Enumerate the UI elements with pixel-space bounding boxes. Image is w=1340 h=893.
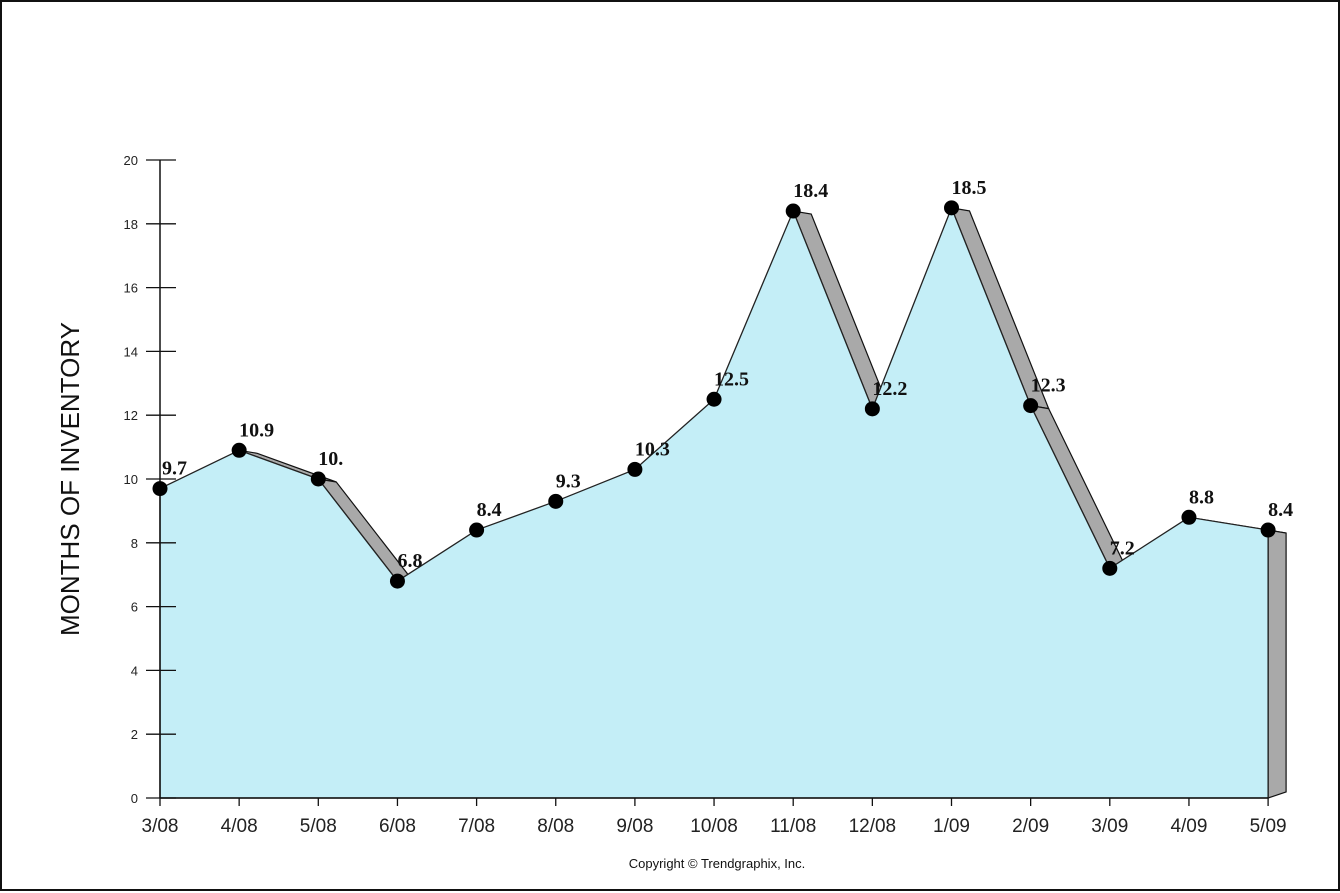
x-tick-label: 10/08 — [690, 816, 738, 837]
x-tick-labels: 3/08 4/08 5/08 6/08 7/08 8/08 9/08 10/08 11/08 12… — [142, 798, 1287, 837]
x-tick-label: 2/09 — [1012, 816, 1049, 837]
y-tick-label: 14 — [124, 344, 138, 359]
x-tick-label: 4/08 — [221, 816, 258, 837]
data-point — [469, 522, 485, 538]
x-tick-label: 9/08 — [616, 816, 653, 837]
copyright-text: Copyright © Trendgraphix, Inc. — [629, 856, 806, 871]
y-tick-label: 8 — [131, 536, 138, 551]
data-point — [785, 203, 801, 219]
x-tick-label: 6/08 — [379, 816, 416, 837]
data-point — [231, 442, 247, 458]
data-label: 12.2 — [872, 378, 907, 400]
x-tick-label: 4/09 — [1170, 816, 1207, 837]
x-tick-label: 3/08 — [142, 816, 179, 837]
data-label: 9.7 — [162, 458, 187, 480]
x-tick-label: 12/08 — [849, 816, 897, 837]
data-point — [627, 461, 643, 477]
data-points — [152, 200, 1276, 589]
x-tick-label: 11/08 — [770, 816, 816, 837]
y-tick-label: 2 — [131, 727, 138, 742]
y-tick-label: 6 — [131, 600, 138, 615]
x-tick-label: 7/08 — [458, 816, 495, 837]
x-tick-label: 3/09 — [1091, 816, 1128, 837]
data-label: 10.9 — [239, 419, 274, 441]
data-point — [1102, 560, 1118, 576]
y-tick-label: 12 — [124, 408, 138, 423]
data-label: 7.2 — [1110, 537, 1135, 559]
data-point — [864, 401, 880, 417]
data-point — [1181, 509, 1197, 525]
y-tick-label: 16 — [124, 281, 138, 296]
data-label: 8.8 — [1189, 486, 1214, 508]
area-end-face — [1267, 529, 1287, 799]
data-label: 12.3 — [1031, 375, 1066, 397]
data-point — [389, 573, 405, 589]
y-axis-title: MONTHS OF INVENTORY — [55, 322, 85, 636]
data-point — [310, 471, 326, 487]
data-point — [152, 481, 168, 497]
data-label: 8.4 — [1268, 499, 1293, 521]
data-label: 8.4 — [477, 499, 502, 521]
data-label: 18.4 — [793, 180, 828, 202]
area-3d-sides — [238, 207, 1287, 799]
inventory-area — [159, 206, 1269, 799]
data-point — [548, 493, 564, 509]
data-label: 6.8 — [397, 550, 422, 572]
y-ticks: 0 2 4 6 8 10 12 14 16 18 20 — [124, 153, 176, 806]
x-tick-label: 5/08 — [300, 816, 337, 837]
y-tick-label: 20 — [124, 153, 138, 168]
data-point — [1260, 522, 1276, 538]
x-tick-label: 5/09 — [1250, 816, 1287, 837]
y-tick-label: 4 — [131, 663, 138, 678]
data-label: 10. — [318, 448, 343, 470]
data-point — [706, 391, 722, 407]
data-label: 12.5 — [714, 368, 749, 390]
data-label: 9.3 — [556, 470, 581, 492]
y-tick-label: 10 — [124, 472, 138, 487]
data-point — [944, 200, 959, 216]
data-labels: 9.7 10.9 10. 6.8 8.4 9.3 10.3 12.5 18.4 12.2 18.5 1… — [162, 177, 1293, 572]
x-tick-label: 8/08 — [537, 816, 574, 837]
data-label: 10.3 — [635, 438, 670, 460]
data-label: 18.5 — [952, 177, 987, 199]
data-point — [1023, 398, 1039, 414]
x-tick-label: 1/09 — [933, 816, 970, 837]
y-tick-label: 18 — [124, 217, 138, 232]
y-tick-label: 0 — [131, 791, 138, 806]
